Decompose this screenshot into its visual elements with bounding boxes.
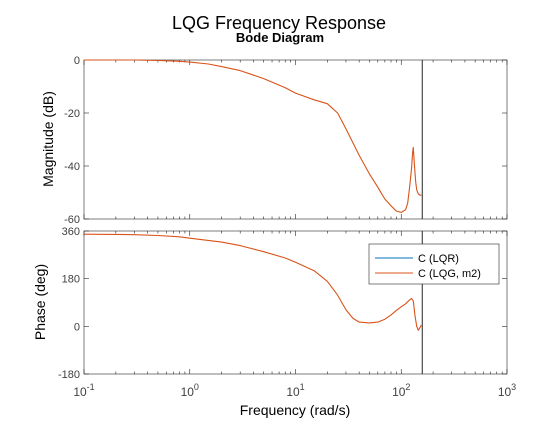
x-tick-labels: 10-1 100 101 102 103 [73, 382, 516, 399]
magnitude-axes-box [83, 59, 508, 220]
figure-title: LQG Frequency Response [172, 13, 386, 33]
magnitude-panel: 0 -20 -40 -60 [64, 55, 508, 226]
x-tick-label: 102 [392, 382, 410, 399]
y-tick-label: -20 [64, 108, 80, 120]
legend: C (LQR) C (LQG, m2) [368, 243, 500, 285]
legend-label-lqr: C (LQR) [418, 253, 459, 265]
y-tick-label: 0 [74, 55, 80, 67]
phase-ylabel: Phase (deg) [32, 264, 48, 340]
magnitude-ylabel: Magnitude (dB) [40, 91, 56, 187]
y-tick-label: 360 [62, 226, 80, 238]
y-tick-label: -180 [58, 369, 80, 381]
x-tick-label: 100 [181, 382, 199, 399]
y-tick-label: 0 [74, 321, 80, 333]
x-tick-label: 10-1 [73, 382, 94, 399]
x-tick-label: 101 [286, 382, 304, 399]
series-line-c-lqg-m2 [84, 59, 422, 213]
figure-subtitle: Bode Diagram [236, 30, 324, 45]
series-line-c-lqg-m2 [83, 233, 422, 331]
y-tick-label: 180 [62, 274, 80, 286]
y-tick-label: -40 [64, 161, 80, 173]
legend-box [368, 243, 500, 285]
phase-panel: 360 180 0 -180 [58, 226, 508, 381]
x-tick-label: 103 [498, 382, 516, 399]
x-axis-label: Frequency (rad/s) [240, 402, 350, 418]
y-tick-label: -60 [64, 214, 80, 226]
legend-label-lqg: C (LQG, m2) [418, 268, 481, 280]
